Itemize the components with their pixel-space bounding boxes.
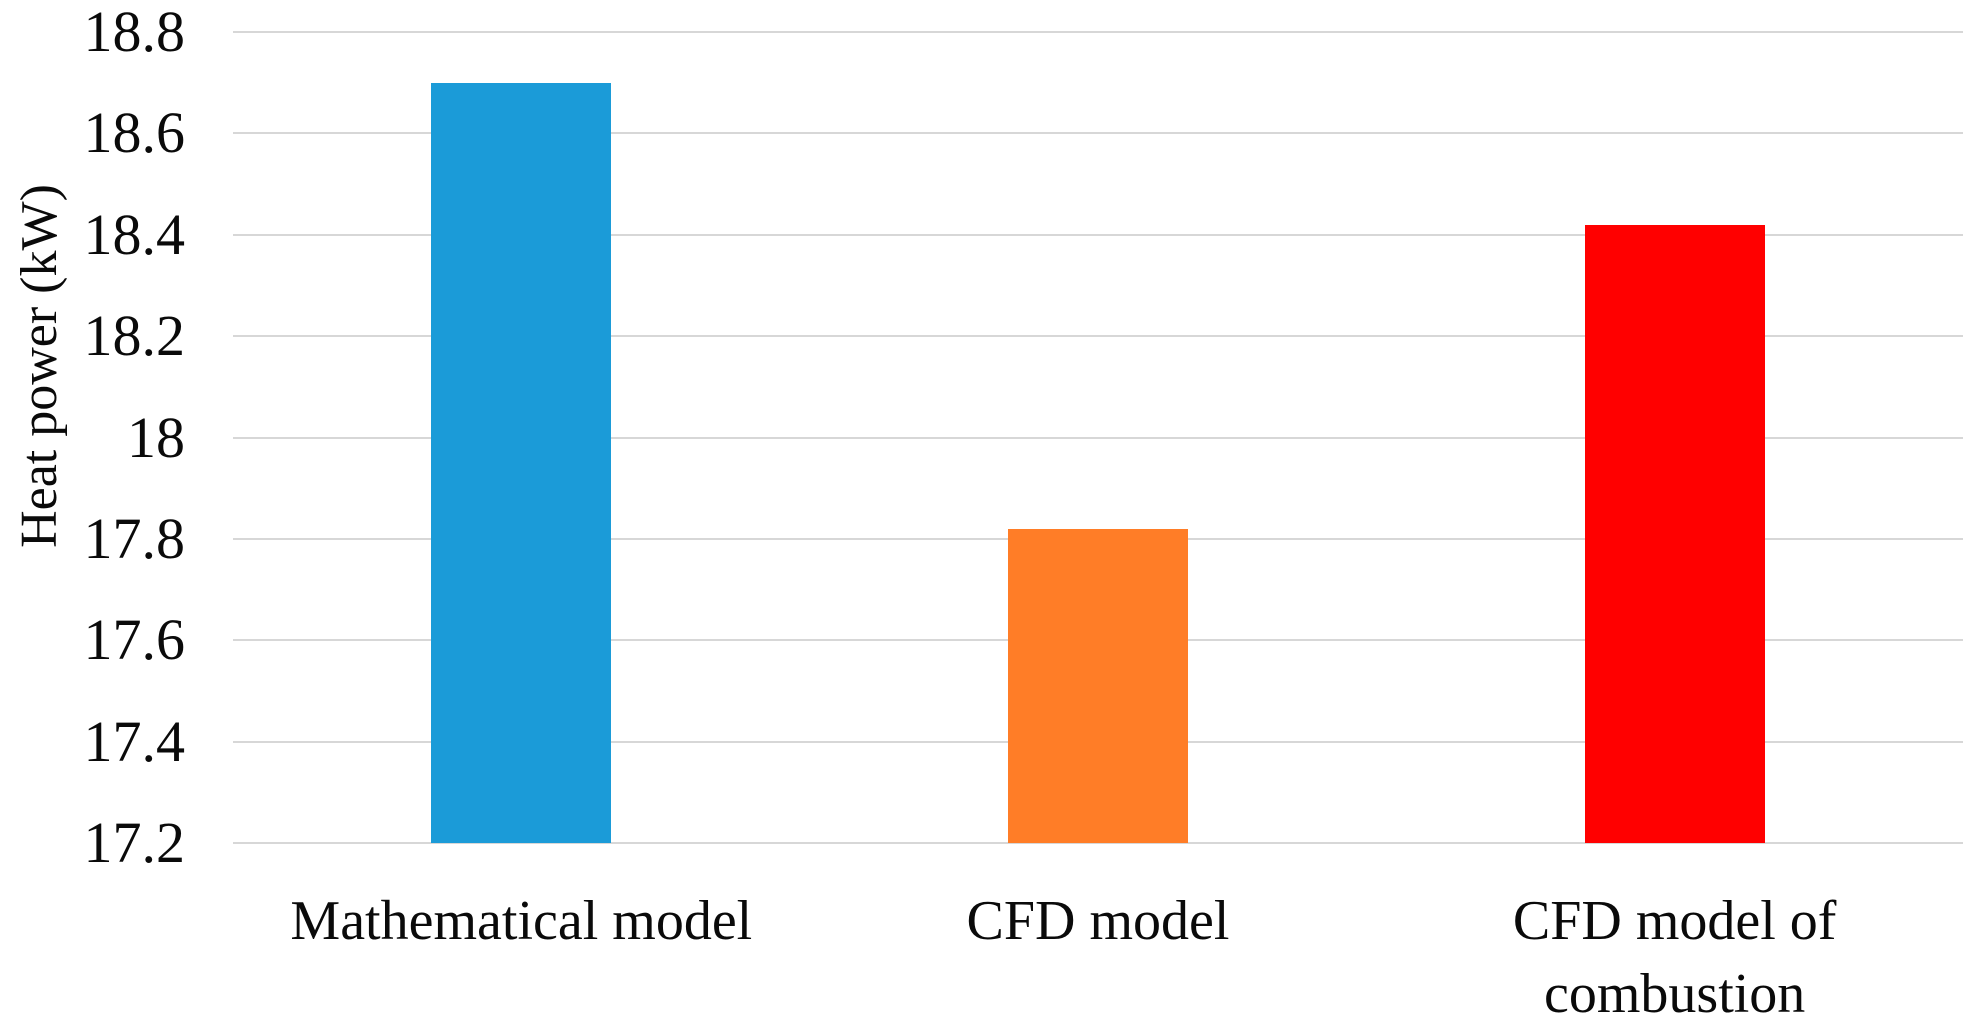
gridline: [233, 436, 1963, 439]
bar-mathematical-model: [431, 82, 612, 843]
y-tick-label: 18: [127, 404, 185, 470]
gridline: [233, 31, 1963, 33]
y-tick-label: 18.8: [83, 0, 186, 64]
gridline: [233, 335, 1963, 338]
y-tick-label: 18.6: [83, 100, 186, 166]
y-tick-label: 17.6: [83, 607, 186, 673]
bar-cfd-model-of: [1584, 224, 1765, 843]
x-category-label: CFD model: [966, 890, 1230, 952]
bar-cfd-model: [1008, 528, 1188, 843]
x-category-label: Mathematical model: [290, 890, 753, 952]
y-tick-label: 18.4: [83, 201, 186, 267]
gridline: [233, 233, 1963, 236]
y-tick-label: 17.4: [83, 708, 186, 774]
y-tick-label: 17.2: [83, 810, 186, 875]
x-axis-line: [233, 842, 1963, 844]
x-category-label: CFD model of combustion: [1512, 890, 1837, 1025]
gridline: [233, 132, 1963, 135]
y-tick-label: 18.2: [83, 303, 186, 369]
y-tick-label: 17.8: [83, 505, 186, 571]
